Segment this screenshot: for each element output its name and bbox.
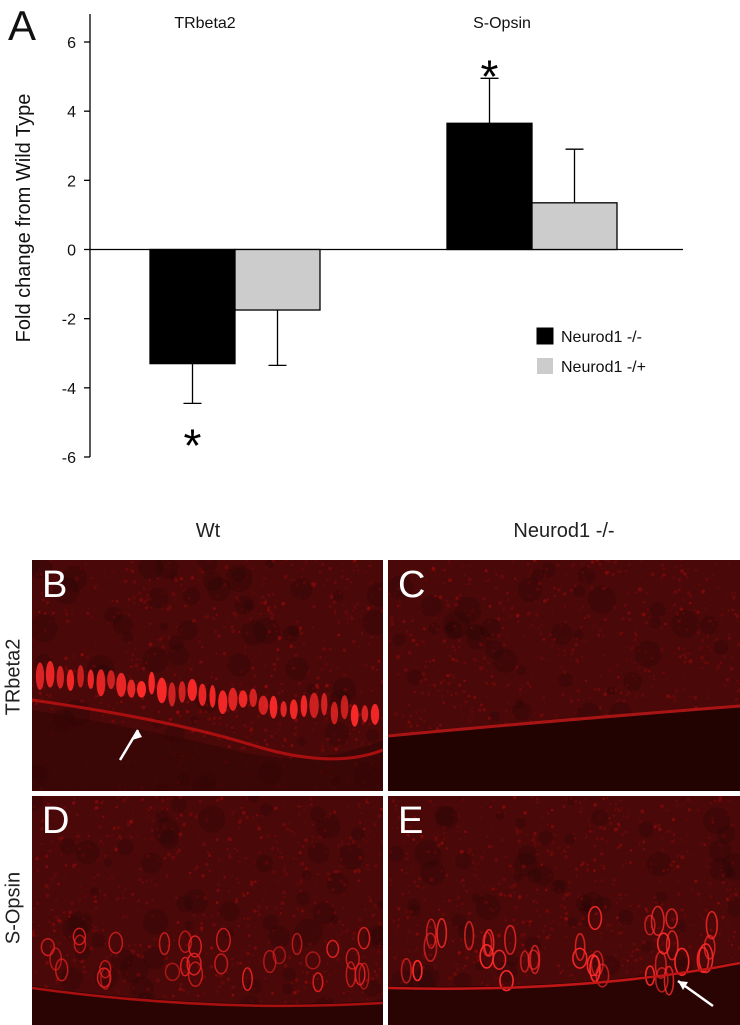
row-title-sopsin: S-Opsin [2,871,25,945]
y-tick-label: -2 [62,312,76,329]
micrograph-panel-c: C [388,560,740,791]
panel-label-d: D [42,800,70,842]
y-axis-label: Fold change from Wild Type [13,94,35,343]
legend-swatch-1 [537,358,553,374]
bar-0-1 [446,122,533,251]
y-tick-label: 6 [67,35,76,52]
bar-0-0 [149,248,236,365]
bar-1-1 [531,202,618,251]
column-title-neurod1: Neurod1 -/- [513,520,615,542]
micrograph-panel-b: B [32,560,383,791]
y-tick-label: 2 [67,173,76,190]
y-tick-label: 4 [67,104,76,121]
bar-chart: A Fold change from Wild Type -6-4-20246 … [8,2,683,471]
significance-marker-1: * [481,50,499,102]
row-title-trbeta2: TRbeta2 [2,638,25,716]
y-tick-label: -4 [62,381,76,398]
bar-1-0 [234,248,321,311]
panel-label-e: E [398,800,424,842]
panel-label-b: B [42,564,68,606]
column-title-wt: Wt [195,520,221,542]
panel-label-a: A [8,2,36,49]
y-tick-label: -6 [62,450,76,467]
micrograph-panel-e: E [388,796,740,1025]
micrograph-panel-d: D [32,796,383,1025]
panel-label-c: C [398,564,426,606]
legend-label-1: Neurod1 -/+ [561,359,646,376]
category-label-1: S-Opsin [473,15,531,32]
y-tick-label: 0 [67,243,76,260]
significance-marker-0: * [184,419,202,471]
legend-swatch-0 [536,327,554,345]
category-label-0: TRbeta2 [174,15,235,32]
legend-label-0: Neurod1 -/- [561,329,642,346]
